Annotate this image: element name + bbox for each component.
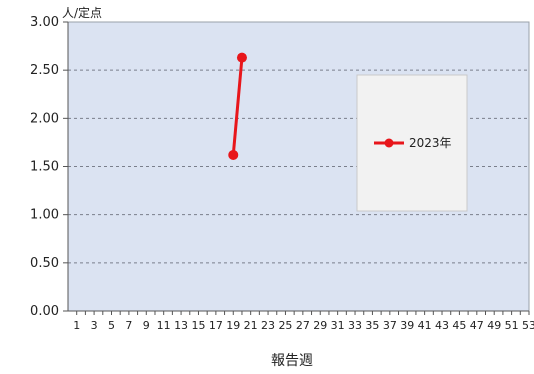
x-tick-label: 23 <box>261 319 275 332</box>
y-axis-ticks: 0.00 0.50 1.00 1.50 2.00 2.50 3.00 <box>30 15 68 319</box>
x-tick-label: 21 <box>244 319 258 332</box>
x-axis-label: 報告週 <box>271 353 313 369</box>
x-tick-label: 33 <box>348 319 362 332</box>
x-tick-label: 5 <box>108 319 115 332</box>
x-tick-label: 43 <box>435 319 449 332</box>
x-tick-label: 31 <box>331 319 345 332</box>
x-tick-label: 9 <box>143 319 150 332</box>
y-tick-label: 2.00 <box>30 111 59 126</box>
x-tick-label: 37 <box>383 319 397 332</box>
legend-marker <box>384 138 394 148</box>
data-point <box>236 52 247 63</box>
series-group <box>228 52 247 160</box>
y-tick-label: 3.00 <box>30 15 59 30</box>
x-tick-label: 27 <box>296 319 310 332</box>
x-tick-label: 1 <box>73 319 80 332</box>
x-axis-ticks: 1 3 5 7 9 11 13 15 17 19 21 23 25 27 29 31 33 35 37 39 41 43 4… <box>73 311 534 332</box>
x-tick-label: 35 <box>365 319 379 332</box>
y-tick-label: 0.00 <box>30 304 59 319</box>
x-tick-label: 13 <box>174 319 188 332</box>
y-axis-unit-label: 人/定点 <box>62 5 102 20</box>
x-tick-label: 39 <box>400 319 414 332</box>
x-tick-label: 47 <box>470 319 484 332</box>
x-tick-label: 11 <box>157 319 171 332</box>
x-tick-label: 49 <box>487 319 501 332</box>
x-tick-label: 15 <box>191 319 205 332</box>
y-tick-label: 2.50 <box>30 63 59 78</box>
x-tick-label: 19 <box>226 319 240 332</box>
x-tick-label: 51 <box>505 319 519 332</box>
y-tick-label: 1.00 <box>30 208 59 223</box>
legend: 2023年 <box>356 74 468 212</box>
x-tick-label: 41 <box>418 319 432 332</box>
x-tick-label: 7 <box>125 319 132 332</box>
data-point <box>228 149 239 160</box>
x-tick-label: 29 <box>313 319 327 332</box>
legend-label: 2023年 <box>409 136 452 150</box>
y-tick-label: 1.50 <box>30 160 59 175</box>
x-tick-label: 53 <box>522 319 534 332</box>
x-tick-label: 45 <box>452 319 466 332</box>
x-tick-label: 17 <box>209 319 223 332</box>
y-tick-label: 0.50 <box>30 256 59 271</box>
x-tick-label: 3 <box>91 319 98 332</box>
x-tick-label: 25 <box>278 319 292 332</box>
series-line <box>231 57 244 156</box>
